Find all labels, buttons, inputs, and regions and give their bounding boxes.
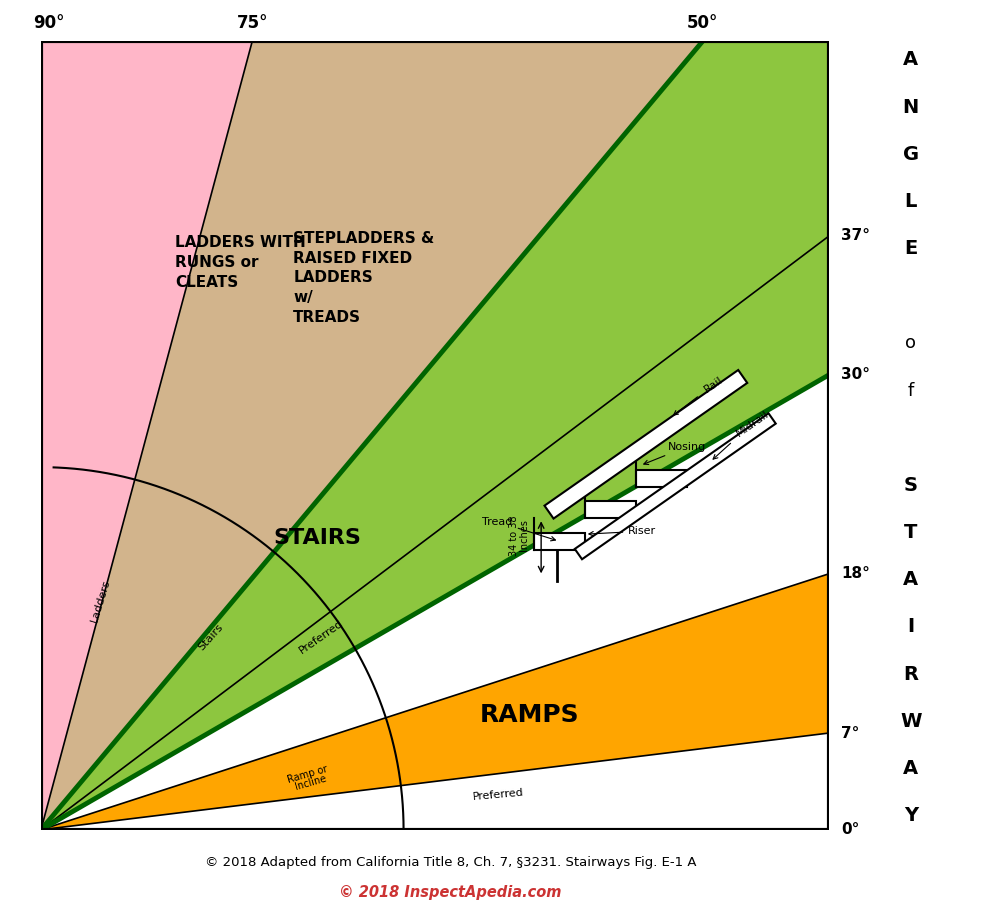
Text: S: S [904,476,918,495]
Text: N: N [903,98,919,117]
Polygon shape [41,41,252,830]
Text: Nosing: Nosing [644,442,706,465]
Text: Tread: Tread [482,516,555,541]
Text: © 2018 Adapted from California Title 8, Ch. 7, §3231. Stairways Fig. E-1 A: © 2018 Adapted from California Title 8, … [205,856,696,869]
Text: 0°: 0° [842,822,859,837]
Polygon shape [544,370,747,518]
Text: Ramp or
Incline: Ramp or Incline [286,763,332,794]
Text: 50°: 50° [687,14,718,32]
Polygon shape [41,41,830,830]
Text: Preferred: Preferred [297,618,345,656]
Text: 18°: 18° [842,566,870,581]
Text: STEPLADDERS &
RAISED FIXED
LADDERS
w/
TREADS: STEPLADDERS & RAISED FIXED LADDERS w/ TR… [293,230,435,325]
Text: A: A [903,51,919,69]
Polygon shape [41,573,830,830]
Text: Midrail: Midrail [713,408,770,459]
FancyBboxPatch shape [585,501,637,518]
Text: o: o [905,335,917,352]
Text: Riser: Riser [589,526,656,537]
FancyBboxPatch shape [637,469,687,487]
Text: STAIRS: STAIRS [273,528,360,548]
Text: T: T [904,523,918,542]
Text: 34 to 38
Inches: 34 to 38 Inches [510,515,529,556]
Text: Rail: Rail [673,374,725,415]
Text: Preferred: Preferred [472,787,524,801]
FancyBboxPatch shape [534,533,585,550]
Text: © 2018 InspectApedia.com: © 2018 InspectApedia.com [340,885,561,900]
Text: G: G [903,145,919,164]
Text: Stairs: Stairs [196,621,225,652]
Text: Y: Y [904,807,918,825]
Text: R: R [903,665,919,684]
Text: 75°: 75° [237,14,268,32]
Text: 90°: 90° [33,14,64,32]
Text: W: W [900,712,922,731]
Text: I: I [907,618,915,636]
Text: 7°: 7° [842,726,859,740]
Text: RAMPS: RAMPS [480,703,579,727]
Text: E: E [904,240,918,258]
Text: 37°: 37° [842,229,870,243]
Polygon shape [41,41,703,830]
Text: LADDERS WITH
RUNGS or
CLEATS: LADDERS WITH RUNGS or CLEATS [175,235,306,290]
Text: A: A [903,759,919,778]
Text: f: f [908,382,914,400]
Text: L: L [905,192,917,211]
Text: A: A [903,570,919,589]
Polygon shape [575,413,776,560]
Text: Ladders: Ladders [89,578,112,624]
Text: 30°: 30° [842,367,870,383]
